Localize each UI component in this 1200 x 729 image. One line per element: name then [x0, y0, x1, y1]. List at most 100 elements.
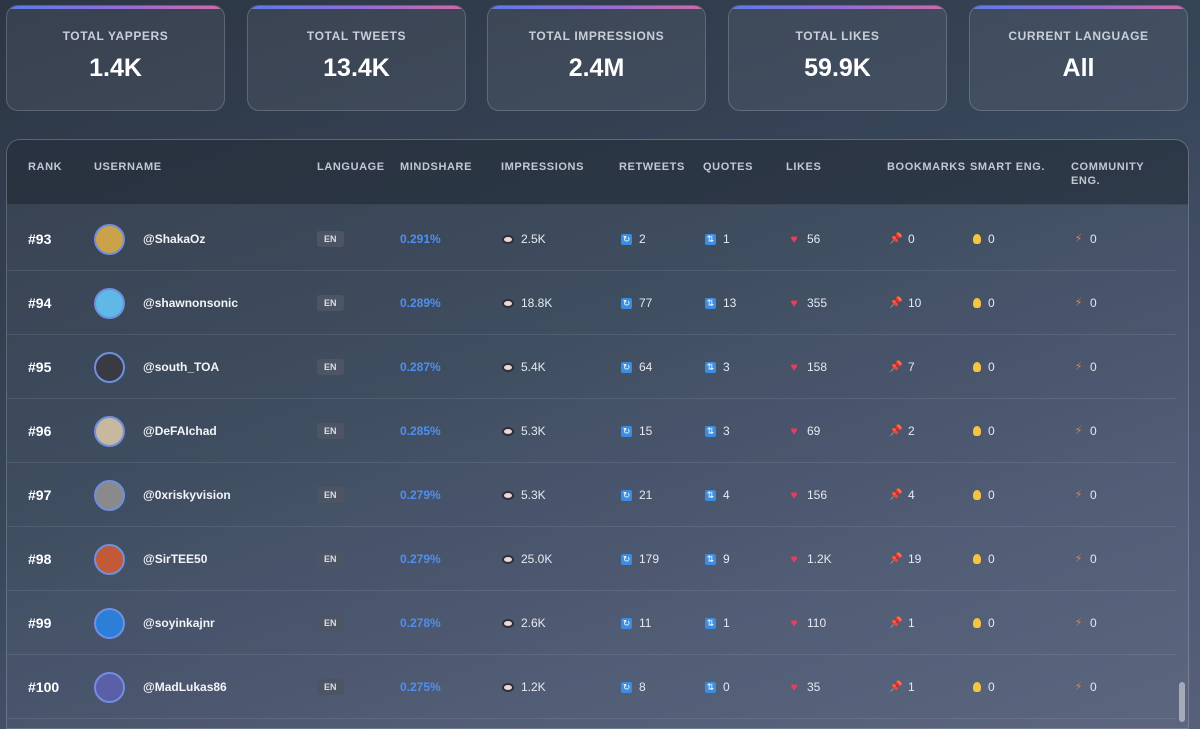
likes-cell: ♥ 156	[788, 463, 827, 527]
community-eng-cell: ⚡ 0	[1074, 399, 1097, 463]
mindshare-value: 0.278%	[400, 616, 441, 630]
avatar[interactable]	[94, 543, 125, 575]
rank-value: #95	[28, 359, 52, 375]
retweet-icon: ↻	[621, 617, 632, 629]
smart-eng-value: 0	[988, 552, 995, 566]
likes-value: 1.2K	[807, 552, 832, 566]
table-row[interactable]: #100 @MadLukas86 EN 0.275% 1.2K ↻ 8 ⇅ 0 ♥ 35 📌 1 0 ⚡ 0	[7, 655, 1176, 719]
column-header-quotes[interactable]: QUOTES	[703, 161, 754, 173]
lightbulb-icon	[973, 682, 981, 692]
bookmarks-value: 2	[908, 424, 915, 438]
impressions-value: 2.6K	[521, 616, 546, 630]
user-cell[interactable]: @DeFAIchad	[94, 399, 217, 463]
username-link[interactable]: @shawnonsonic	[143, 296, 239, 310]
lightbulb-icon	[973, 234, 981, 244]
scrollbar-thumb[interactable]	[1179, 682, 1185, 722]
heart-icon: ♥	[790, 679, 798, 694]
table-row[interactable]: #98 @SirTEE50 EN 0.279% 25.0K ↻ 179 ⇅ 9 ♥ 1.2K 📌 19 0…	[7, 527, 1176, 591]
mindshare-cell: 0.291%	[400, 207, 441, 271]
column-header-likes[interactable]: LIKES	[786, 161, 822, 173]
smart-eng-cell: 0	[973, 591, 995, 655]
rank-cell: #93	[28, 207, 51, 271]
bookmarks-cell: 📌 1	[889, 655, 915, 719]
heart-icon: ♥	[790, 487, 798, 502]
table-row[interactable]: #99 @soyinkajnr EN 0.278% 2.6K ↻ 11 ⇅ 1 ♥ 110 📌 1 0 ⚡ 0	[7, 591, 1176, 655]
column-header-language[interactable]: LANGUAGE	[317, 161, 385, 173]
stat-value: 1.4K	[89, 54, 142, 82]
avatar[interactable]	[94, 351, 125, 383]
user-cell[interactable]: @SirTEE50	[94, 527, 207, 591]
username-link[interactable]: @soyinkajnr	[143, 616, 215, 630]
rank-cell: #95	[28, 335, 51, 399]
username-link[interactable]: @south_TOA	[143, 360, 220, 374]
user-cell[interactable]: @ShakaOz	[94, 207, 205, 271]
pin-icon: 📌	[889, 680, 903, 693]
username-link[interactable]: @SirTEE50	[143, 552, 208, 566]
retweet-icon: ↻	[621, 361, 632, 373]
pin-icon: 📌	[889, 488, 903, 501]
table-scrollbar[interactable]	[1178, 205, 1186, 728]
retweets-value: 77	[639, 296, 653, 310]
username-link[interactable]: @DeFAIchad	[143, 424, 217, 438]
user-cell[interactable]: @0xriskyvision	[94, 463, 231, 527]
mindshare-cell: 0.285%	[400, 399, 441, 463]
user-cell[interactable]: @shawnonsonic	[94, 271, 238, 335]
stat-label: TOTAL YAPPERS	[62, 29, 169, 43]
username-link[interactable]: @MadLukas86	[143, 680, 227, 694]
column-header-mindshare[interactable]: MINDSHARE	[400, 161, 473, 173]
retweet-icon: ↻	[621, 297, 632, 309]
impressions-cell: 2.5K	[502, 207, 546, 271]
quote-icon: ⇅	[705, 553, 716, 565]
table-row[interactable]: #93 @ShakaOz EN 0.291% 2.5K ↻ 2 ⇅ 1 ♥ 56 📌 0 0 ⚡ 0	[7, 207, 1176, 271]
likes-value: 158	[807, 360, 828, 374]
community-eng-cell: ⚡ 0	[1074, 655, 1097, 719]
pin-icon: 📌	[889, 552, 903, 565]
retweets-cell: ↻ 179	[621, 527, 659, 591]
quotes-cell: ⇅ 3	[705, 335, 730, 399]
language-cell: EN	[317, 399, 344, 463]
smart-eng-value: 0	[988, 360, 995, 374]
language-badge: EN	[317, 615, 344, 631]
smart-eng-cell: 0	[973, 207, 995, 271]
username-link[interactable]: @0xriskyvision	[143, 488, 231, 502]
column-header-community-eng[interactable]: COMMUNITY ENG.	[1071, 160, 1144, 188]
column-header-rank[interactable]: RANK	[28, 161, 63, 173]
impressions-cell: 5.3K	[502, 399, 546, 463]
table-row[interactable]: #95 @south_TOA EN 0.287% 5.4K ↻ 64 ⇅ 3 ♥ 158 📌 7 0 ⚡ 0	[7, 335, 1176, 399]
column-header-retweets[interactable]: RETWEETS	[619, 161, 685, 173]
avatar[interactable]	[94, 223, 125, 255]
user-cell[interactable]: @soyinkajnr	[94, 591, 215, 655]
smart-eng-value: 0	[988, 232, 995, 246]
table-row[interactable]: #96 @DeFAIchad EN 0.285% 5.3K ↻ 15 ⇅ 3 ♥ 69 📌 2 0 ⚡ 0	[7, 399, 1176, 463]
likes-cell: ♥ 69	[788, 399, 820, 463]
stat-value: 13.4K	[323, 54, 390, 82]
user-cell[interactable]: @MadLukas86	[94, 655, 227, 719]
column-header-username[interactable]: USERNAME	[94, 161, 162, 173]
quotes-value: 3	[723, 360, 730, 374]
stat-card-total-likes: TOTAL LIKES 59.9K	[728, 5, 947, 111]
user-cell[interactable]: @south_TOA	[94, 335, 219, 399]
retweets-cell: ↻ 21	[621, 463, 652, 527]
quotes-cell: ⇅ 3	[705, 399, 730, 463]
avatar[interactable]	[94, 479, 125, 511]
likes-value: 35	[807, 680, 821, 694]
heart-icon: ♥	[790, 551, 798, 566]
retweets-cell: ↻ 11	[621, 591, 651, 655]
avatar[interactable]	[94, 415, 125, 447]
rank-value: #99	[28, 615, 52, 631]
column-header-smart-eng[interactable]: SMART ENG.	[970, 161, 1046, 173]
language-cell: EN	[317, 207, 344, 271]
column-header-impressions[interactable]: IMPRESSIONS	[501, 161, 585, 173]
stat-value: 2.4M	[568, 54, 625, 82]
bookmarks-cell: 📌 7	[889, 335, 915, 399]
table-row[interactable]: #97 @0xriskyvision EN 0.279% 5.3K ↻ 21 ⇅ 4 ♥ 156 📌 4…	[7, 463, 1176, 527]
column-header-bookmarks[interactable]: BOOKMARKS	[887, 161, 966, 173]
avatar[interactable]	[94, 671, 125, 703]
username-link[interactable]: @ShakaOz	[143, 232, 206, 246]
quotes-value: 0	[723, 680, 730, 694]
table-row[interactable]: #94 @shawnonsonic EN 0.289% 18.8K ↻ 77 ⇅ 13 ♥ 355 📌…	[7, 271, 1176, 335]
bookmarks-cell: 📌 2	[889, 399, 915, 463]
likes-cell: ♥ 110	[788, 591, 826, 655]
avatar[interactable]	[94, 607, 125, 639]
avatar[interactable]	[94, 287, 125, 319]
